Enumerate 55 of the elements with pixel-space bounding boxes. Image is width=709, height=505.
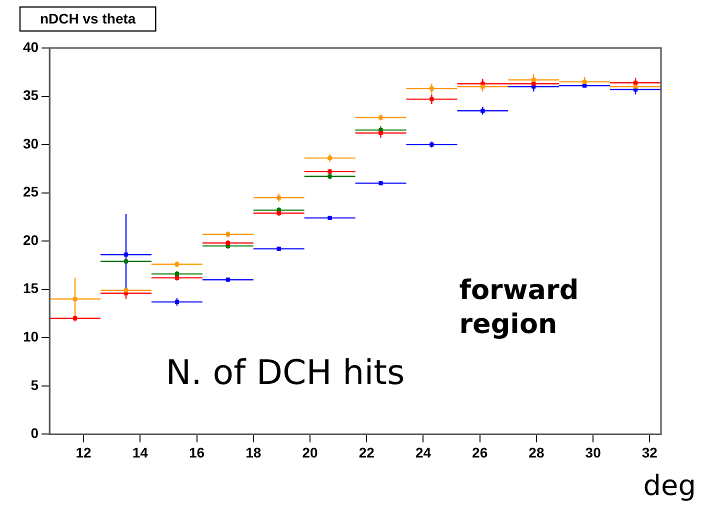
point — [378, 115, 383, 120]
point — [532, 78, 536, 82]
annotation: N. of DCH hits — [166, 352, 405, 393]
y-tick-label: 40 — [22, 38, 39, 55]
x-tick-label: 28 — [528, 444, 544, 460]
x-tick-label: 12 — [76, 444, 92, 460]
point — [378, 130, 383, 136]
point — [430, 142, 434, 147]
point — [633, 84, 638, 89]
x-tick-label: 32 — [642, 444, 658, 460]
point — [328, 216, 332, 220]
point — [124, 252, 128, 257]
point — [174, 300, 180, 304]
annotation: forward region — [459, 275, 579, 340]
point — [72, 316, 78, 320]
point — [174, 276, 180, 280]
x-tick-label: 14 — [132, 444, 148, 460]
y-tick-label: 25 — [22, 184, 39, 200]
point — [378, 181, 383, 186]
point — [72, 296, 78, 302]
x-tick-label: 22 — [358, 444, 375, 460]
point — [174, 262, 180, 266]
y-tick-label: 30 — [22, 135, 39, 152]
y-tick-label: 20 — [22, 232, 39, 248]
point — [328, 170, 332, 174]
point — [124, 288, 128, 292]
point — [633, 80, 638, 85]
y-tick-label: 0 — [30, 425, 39, 442]
point — [582, 80, 587, 84]
point — [480, 108, 485, 113]
point — [430, 97, 434, 102]
x-tick-label: 16 — [188, 444, 205, 460]
point — [276, 196, 281, 200]
x-tick-label: 30 — [585, 444, 602, 460]
point — [328, 174, 332, 178]
point — [532, 82, 536, 86]
point — [480, 84, 485, 89]
chart-title: nDCH vs theta — [40, 10, 136, 26]
x-tick-label: 20 — [302, 444, 318, 460]
x-axis-title: deg — [643, 469, 696, 502]
x-tick-label: 26 — [472, 444, 488, 460]
point — [276, 211, 281, 216]
y-tick-label: 5 — [30, 376, 39, 393]
point — [328, 156, 332, 160]
point — [124, 259, 128, 264]
y-tick-label: 15 — [22, 280, 39, 296]
point — [226, 232, 230, 236]
y-tick-label: 10 — [22, 328, 39, 345]
point — [226, 240, 230, 246]
point — [430, 86, 434, 91]
x-tick-label: 18 — [246, 444, 262, 460]
point — [276, 246, 281, 251]
point — [226, 278, 230, 282]
y-tick-label: 35 — [22, 87, 39, 104]
x-tick-label: 24 — [415, 444, 432, 460]
